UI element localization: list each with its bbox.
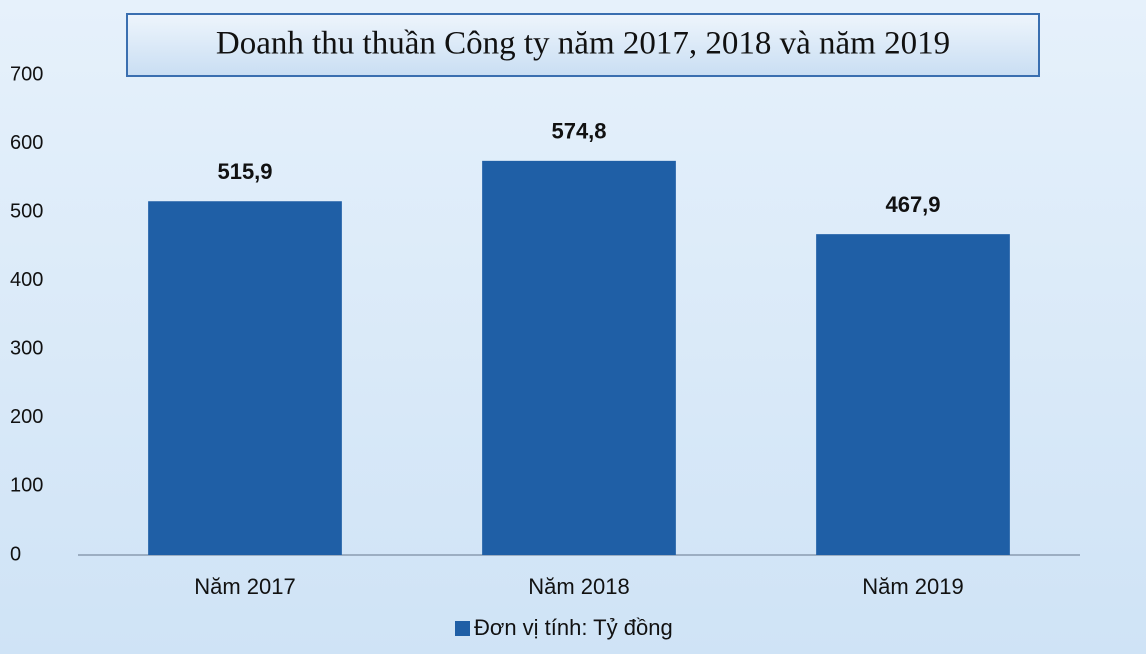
x-tick-label: Năm 2019 [862,574,964,599]
bar [148,201,342,556]
value-label: 515,9 [217,159,272,184]
y-tick-label: 600 [10,132,43,154]
x-tick-label: Năm 2017 [194,574,296,599]
value-label: 574,8 [551,119,606,144]
y-tick-label: 400 [10,269,43,291]
x-tick-label: Năm 2018 [528,574,630,599]
y-tick-label: 300 [10,338,43,360]
y-tick-label: 700 [10,63,43,85]
bar [482,160,676,555]
title-box [126,13,1040,77]
chart-title: Doanh thu thuần Công ty năm 2017, 2018 v… [216,26,950,62]
legend-swatch [455,621,470,636]
bar [816,234,1010,555]
value-label: 467,9 [885,192,940,217]
y-tick-label: 100 [10,475,43,497]
legend-label: Đơn vị tính: Tỷ đồng [474,615,673,640]
y-tick-label: 0 [10,543,21,565]
y-tick-label: 500 [10,200,43,222]
y-tick-label: 200 [10,406,43,428]
